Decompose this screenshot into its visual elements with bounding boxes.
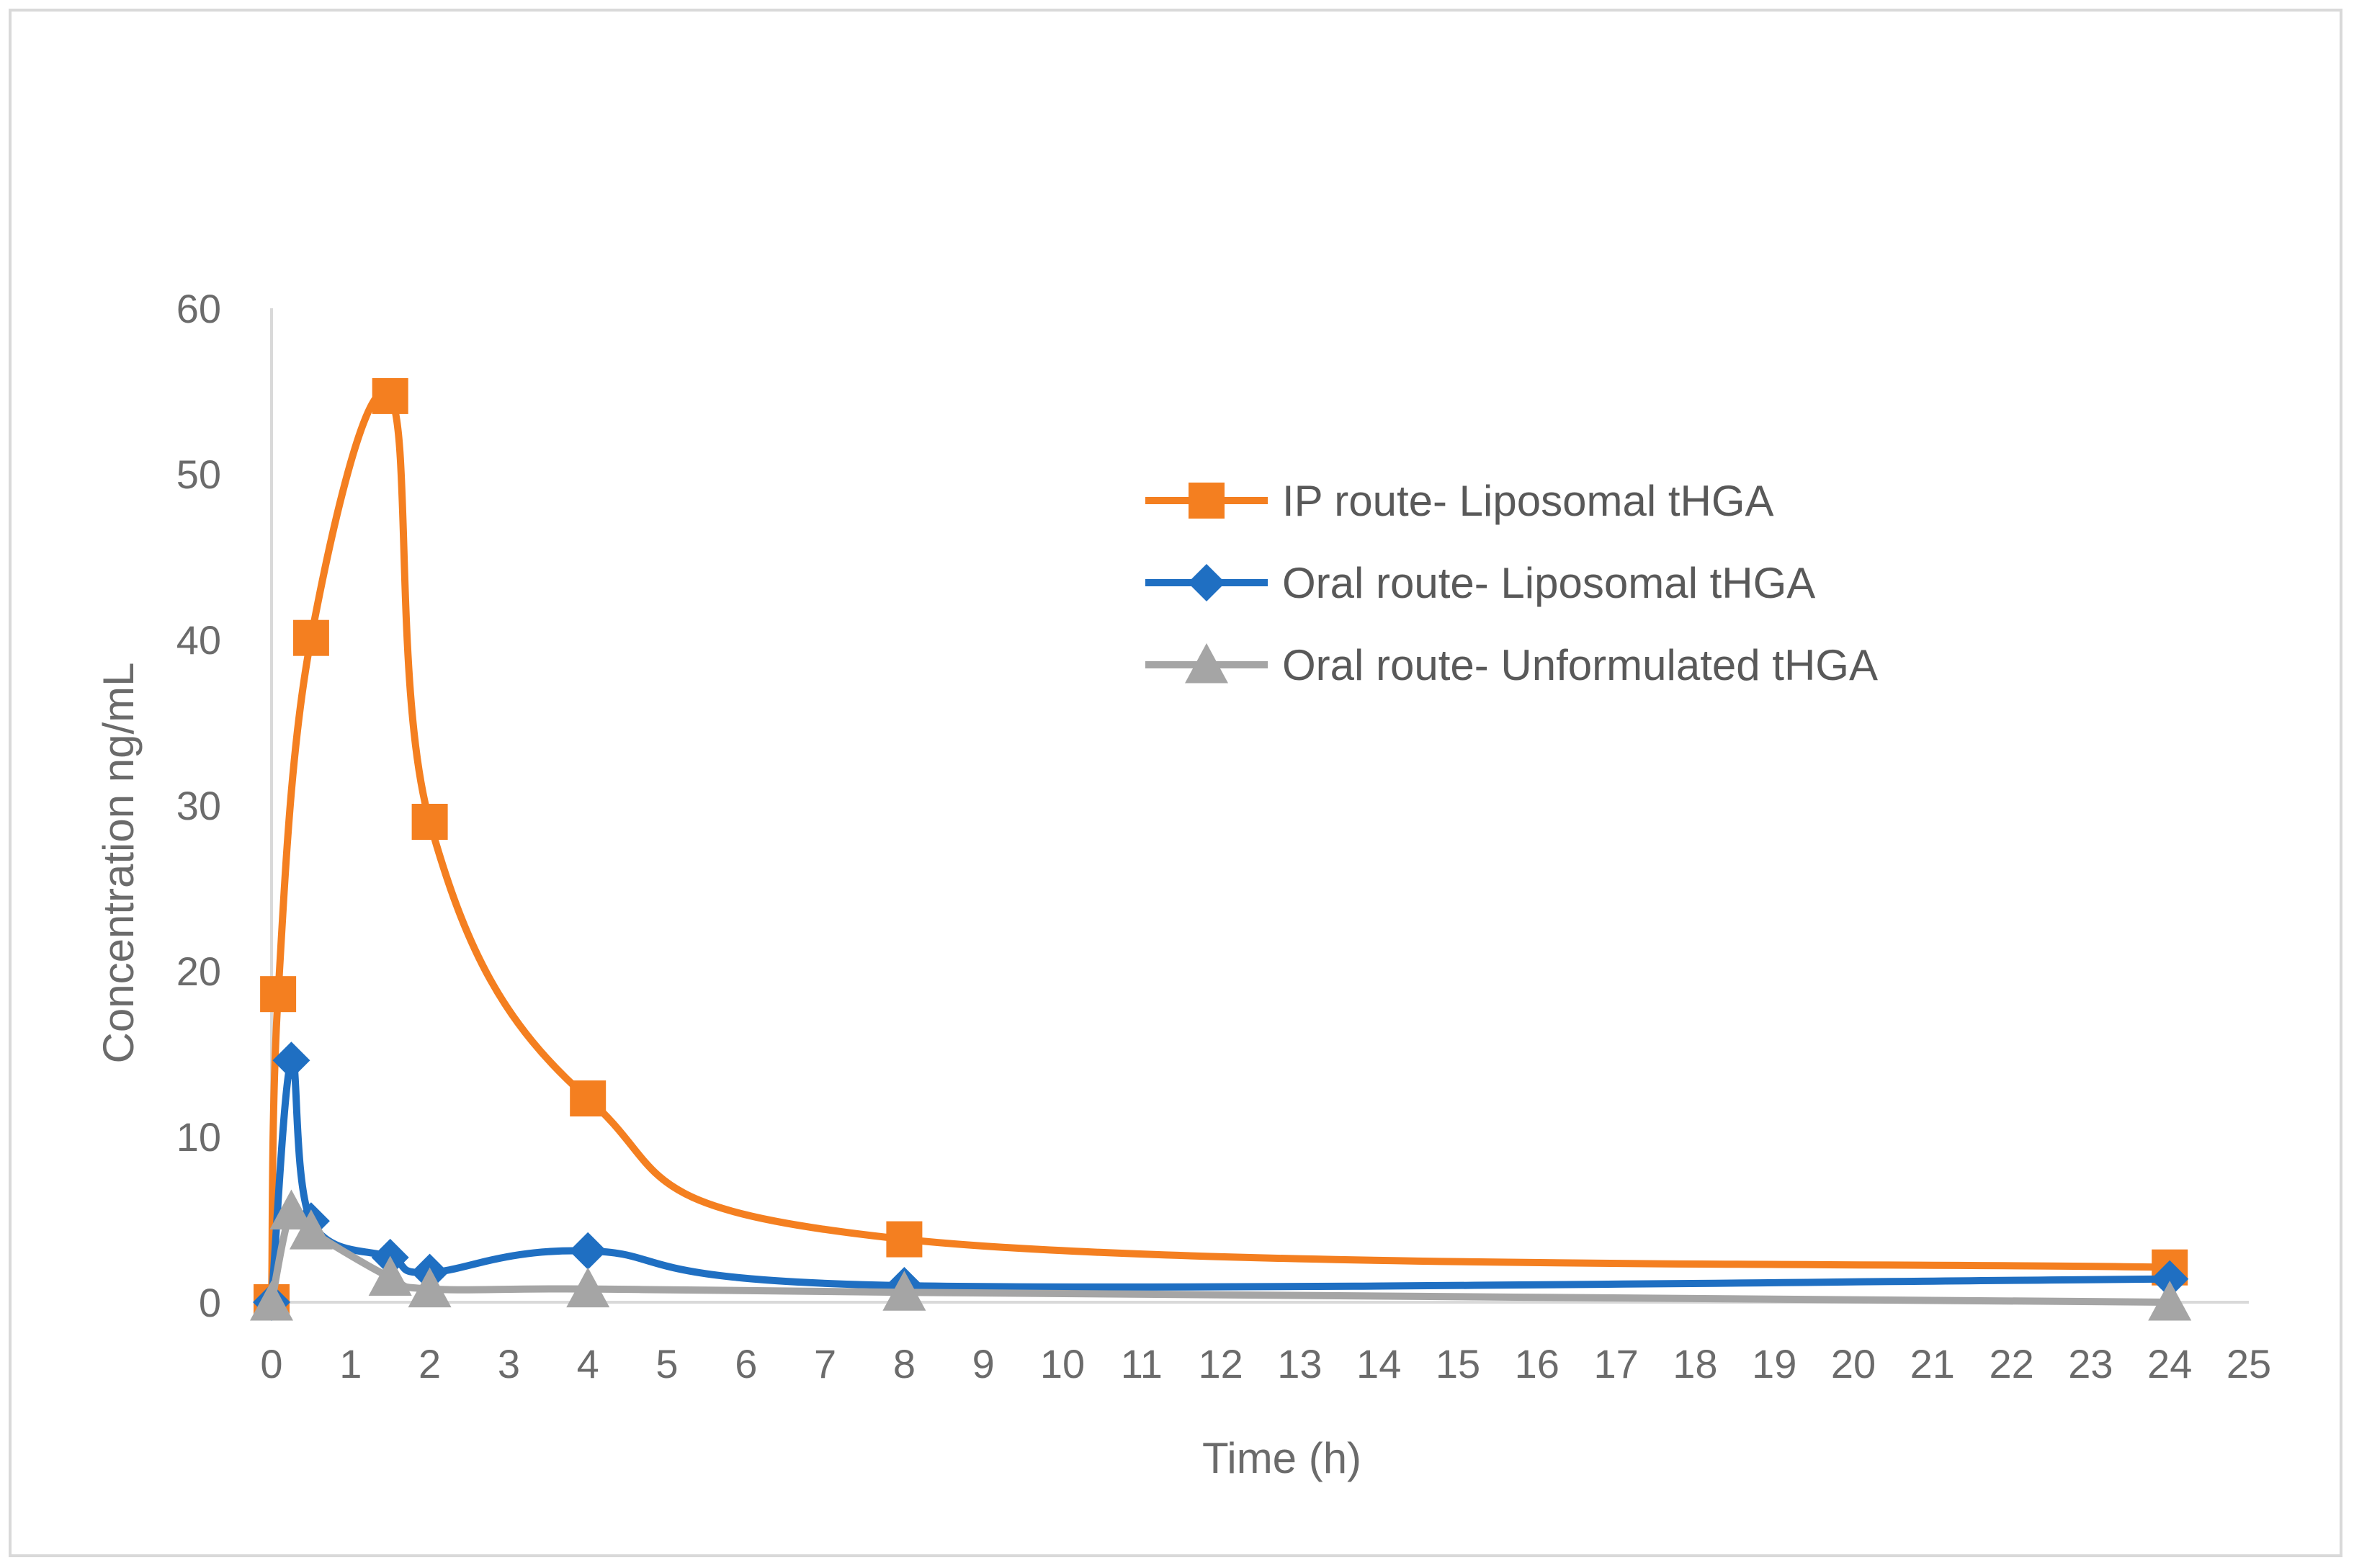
x-tick-label: 24: [2147, 1341, 2192, 1386]
legend-label: IP route- Liposomal tHGA: [1282, 477, 1774, 525]
y-tick-label: 0: [199, 1280, 221, 1325]
data-point: [269, 1189, 313, 1229]
x-tick-label: 6: [735, 1341, 757, 1386]
x-tick-label: 19: [1752, 1341, 1796, 1386]
x-tick-label: 7: [814, 1341, 836, 1386]
x-tick-label: 13: [1277, 1341, 1322, 1386]
x-axis-title: Time (h): [1202, 1434, 1361, 1482]
data-point: [368, 1255, 412, 1296]
data-point: [292, 619, 329, 656]
data-point: [2151, 1260, 2189, 1298]
x-tick-label: 21: [1910, 1341, 1955, 1386]
legend-swatch-marker: [1189, 483, 1225, 519]
data-point: [408, 1267, 452, 1308]
series-line: [268, 387, 2170, 1303]
x-tick-label: 2: [419, 1341, 441, 1386]
y-tick-label: 40: [176, 617, 221, 663]
series-3: [250, 1189, 2192, 1321]
x-tick-label: 18: [1673, 1341, 1717, 1386]
legend-swatch-marker: [1185, 643, 1228, 684]
y-tick-label: 20: [176, 949, 221, 994]
data-point: [886, 1221, 923, 1258]
x-tick-label: 23: [2068, 1341, 2113, 1386]
legend-label: Oral route- Unformulated tHGA: [1282, 641, 1878, 689]
y-tick-label: 10: [176, 1114, 221, 1160]
data-point: [372, 377, 408, 414]
x-tick-label: 22: [1989, 1341, 2033, 1386]
legend-item: Oral route- Unformulated tHGA: [1145, 641, 1878, 689]
series-2: [253, 1041, 2189, 1321]
x-tick-labels: 0 1 2 3 4 5 6 7 8 9 10 11 12 13 14 15 16 17 18 19 20 21 22 23 24…: [260, 1341, 2271, 1386]
x-tick-label: 5: [655, 1341, 678, 1386]
legend: IP route- Liposomal tHGA Oral route- Lipo…: [1145, 477, 1878, 689]
x-tick-label: 11: [1121, 1341, 1163, 1386]
series-1: [254, 377, 2188, 1320]
x-tick-label: 3: [498, 1341, 520, 1386]
x-tick-label: 14: [1356, 1341, 1401, 1386]
x-tick-label: 10: [1040, 1341, 1085, 1386]
legend-item: IP route- Liposomal tHGA: [1145, 477, 1774, 525]
y-tick-label: 50: [176, 452, 221, 497]
x-tick-label: 0: [260, 1341, 282, 1386]
series-layer: [250, 377, 2192, 1321]
x-tick-label: 9: [972, 1341, 995, 1386]
data-point: [411, 804, 448, 840]
data-point: [272, 1041, 310, 1080]
data-point: [289, 1209, 333, 1250]
data-point: [569, 1232, 607, 1270]
data-point: [2148, 1281, 2192, 1321]
x-tick-label: 16: [1515, 1341, 1559, 1386]
legend-label: Oral route- Liposomal tHGA: [1282, 559, 1815, 607]
x-tick-label: 1: [339, 1341, 362, 1386]
data-point: [260, 976, 297, 1013]
y-tick-label: 60: [176, 286, 221, 331]
legend-swatch-marker: [1188, 564, 1225, 601]
x-tick-label: 12: [1198, 1341, 1243, 1386]
data-point: [250, 1281, 293, 1321]
x-tick-label: 25: [2227, 1341, 2271, 1386]
x-tick-label: 17: [1593, 1341, 1638, 1386]
x-tick-label: 20: [1831, 1341, 1876, 1386]
x-tick-label: 4: [577, 1341, 599, 1386]
y-tick-labels: 0 10 20 30 40 50 60: [176, 286, 221, 1325]
axes-layer: [270, 308, 2249, 1304]
y-tick-label: 30: [176, 783, 221, 828]
legend-item: Oral route- Liposomal tHGA: [1145, 559, 1815, 607]
data-point: [570, 1080, 607, 1117]
y-axis-title: Concentration ng/mL: [94, 663, 143, 1064]
x-tick-label: 15: [1436, 1341, 1480, 1386]
data-point: [882, 1271, 926, 1311]
x-tick-label: 8: [893, 1341, 916, 1386]
data-point: [566, 1267, 610, 1308]
